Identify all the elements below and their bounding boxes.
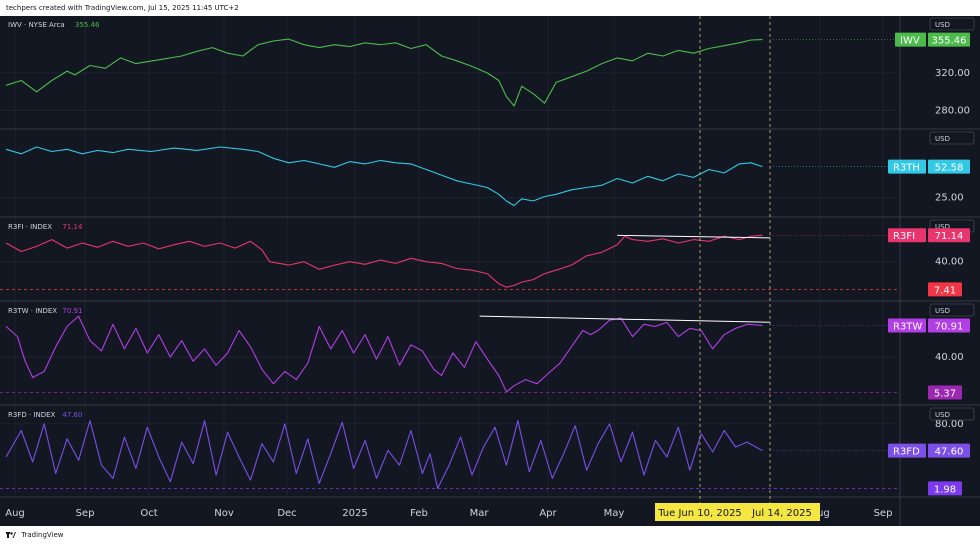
legend-name-r3fd: R3FD · INDEX (8, 411, 56, 419)
pane-iwv[interactable]: 320.00 280.00 IWV · NYSE Arca 355.46 USD IWV 3… (0, 17, 975, 117)
price-tick-label: 40.00 (935, 352, 964, 363)
min-tag-r3tw (928, 385, 962, 400)
series-tag-r3th (888, 159, 926, 174)
legend-name-iwv: IWV · NYSE Arca (8, 21, 65, 29)
price-value-iwv: 355.46 (932, 36, 967, 47)
pane-r3tw[interactable]: 40.00 R3TW · INDEX 70.91 USD R3TW 70.91 5.37 (0, 303, 975, 400)
series-line-iwv (5, 38, 763, 107)
series-tag-r3tw (888, 318, 926, 333)
series-tag-text-r3th: R3TH (893, 163, 920, 174)
pane-r3fd[interactable]: 80.00 R3FD · INDEX 47.60 USD R3FD 47.60 1.98 (0, 407, 975, 496)
time-tick-label: Oct (140, 508, 157, 519)
currency-box[interactable] (929, 407, 975, 421)
series-line-r3fi (5, 234, 763, 288)
price-label-r3tw (928, 318, 970, 333)
time-tick-label: Sep (874, 508, 893, 519)
price-label-r3th (928, 159, 970, 174)
price-tick-label: 40.00 (935, 257, 964, 268)
chart-footer: TradingView (0, 526, 980, 544)
min-tag-text-r3fd: 1.98 (934, 484, 956, 495)
time-tick-label: Sep (76, 508, 95, 519)
price-value-r3fd: 47.60 (935, 447, 964, 458)
series-tag-iwv (895, 32, 926, 47)
currency-label: USD (935, 307, 950, 315)
tradingview-logo-icon (6, 532, 16, 538)
currency-label: USD (935, 411, 950, 419)
currency-box[interactable] (929, 131, 975, 145)
legend-name-r3tw: R3TW · INDEX (8, 307, 57, 315)
price-label-r3fd (928, 443, 970, 458)
currency-label: USD (935, 135, 950, 143)
price-value-r3tw: 70.91 (935, 321, 964, 332)
trendline-r3tw[interactable] (479, 315, 771, 323)
price-tick-label: 80.00 (935, 419, 964, 430)
trendline-r3fi[interactable] (617, 234, 771, 239)
time-tick-label: Apr (539, 508, 557, 519)
price-tick-label: 25.00 (935, 193, 964, 204)
currency-box[interactable] (929, 17, 975, 31)
currency-label: USD (935, 223, 950, 231)
pane-r3th[interactable]: 25.00 USD R3TH 52.58 (0, 131, 975, 207)
time-tick-label: Nov (214, 508, 234, 519)
min-tag-r3fd (928, 481, 962, 496)
chart-svg[interactable]: 320.00 280.00 IWV · NYSE Arca 355.46 USD IWV 3… (0, 16, 980, 526)
chart-area[interactable]: 320.00 280.00 IWV · NYSE Arca 355.46 USD IWV 3… (0, 16, 980, 526)
legend-value-r3fi: 71.14 (62, 223, 83, 231)
price-label-r3fi (928, 228, 970, 243)
legend-name-r3fi: R3FI · INDEX (8, 223, 52, 231)
price-label-iwv (928, 32, 970, 47)
series-tag-text-iwv: IWV (900, 36, 920, 47)
series-line-r3th (5, 146, 763, 207)
price-tick-label: 280.00 (935, 106, 970, 117)
cursor-date-label-2: Jul 14, 2025 (751, 508, 812, 519)
series-tag-text-r3fi: R3FI (893, 231, 915, 242)
series-tag-r3fi (888, 228, 926, 243)
price-value-r3fi: 71.14 (935, 231, 964, 242)
min-tag-r3fi (928, 282, 962, 297)
time-tick-label: Aug (5, 508, 25, 519)
currency-box[interactable] (929, 303, 975, 317)
legend-value-iwv: 355.46 (75, 21, 100, 29)
cursor-date-box (655, 503, 820, 521)
header-text: techpers created with TradingView.com, J… (6, 4, 239, 12)
price-value-r3th: 52.58 (935, 163, 964, 174)
footer-brand: TradingView (21, 531, 64, 539)
chart-header: techpers created with TradingView.com, J… (0, 0, 980, 16)
series-tag-r3fd (888, 443, 926, 458)
time-tick-label: Dec (277, 508, 296, 519)
time-tick-label: May (604, 508, 625, 519)
time-tick-label: 2025 (342, 508, 367, 519)
legend-value-r3fd: 47.60 (62, 411, 82, 419)
cursor-date-label-1: Tue Jun 10, 2025 (657, 508, 742, 519)
series-tag-text-r3fd: R3FD (893, 447, 920, 458)
time-tick-label: Feb (410, 508, 428, 519)
price-tick-label: 320.00 (935, 68, 970, 79)
min-tag-text-r3tw: 5.37 (934, 389, 956, 400)
time-tick-label: Mar (470, 508, 490, 519)
currency-label: USD (935, 21, 950, 29)
series-line-r3fd (5, 420, 763, 489)
legend-value-r3tw: 70.91 (62, 307, 82, 315)
min-tag-text-r3fi: 7.41 (934, 285, 956, 296)
series-tag-text-r3tw: R3TW (893, 321, 922, 332)
series-line-r3tw (5, 315, 763, 393)
